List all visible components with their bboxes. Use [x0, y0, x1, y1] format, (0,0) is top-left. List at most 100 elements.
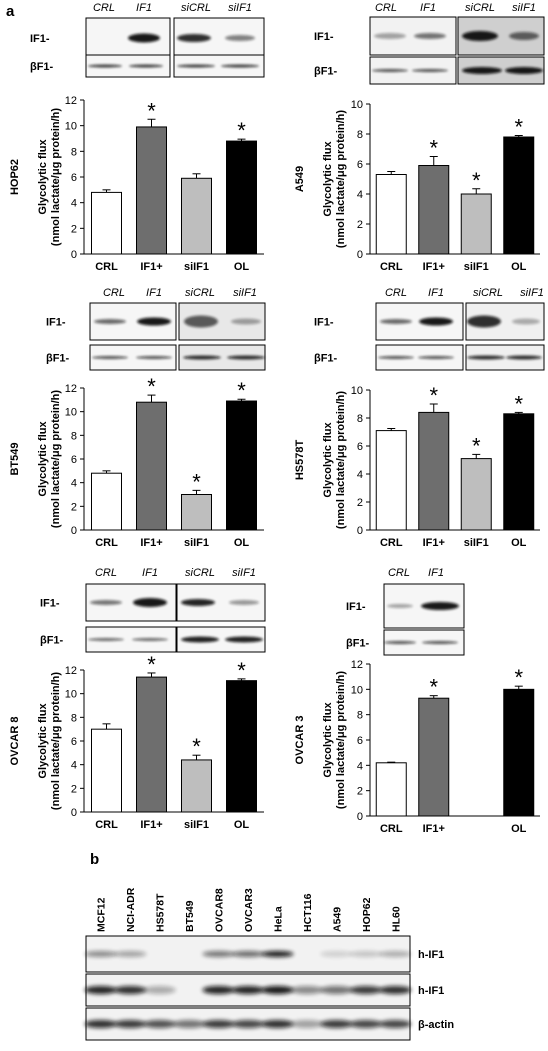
significance-star: * [429, 136, 438, 161]
bf1-band-1 [132, 638, 168, 641]
lane-label-siif1: siIF1 [233, 287, 257, 299]
significance-star: * [147, 652, 156, 677]
bf1-band-3 [505, 67, 543, 74]
significance-star: * [429, 675, 438, 700]
y-tick-label: 8 [357, 413, 363, 425]
y-tick-label: 2 [357, 786, 363, 798]
y-tick-label: 2 [71, 783, 77, 795]
band-b-2-6 [261, 1020, 294, 1028]
bf1-band-2 [183, 355, 221, 360]
category-label: siIF1 [184, 261, 209, 273]
if1-band-1 [177, 34, 211, 42]
y-axis-title: Glycolytic flux [322, 141, 334, 217]
significance-star: * [472, 168, 481, 193]
y-tick-label: 8 [357, 710, 363, 722]
bar-ol [226, 680, 257, 813]
bf1-band-0 [92, 356, 128, 359]
y-tick-label: 4 [357, 189, 363, 201]
if1-band-3 [231, 318, 261, 325]
y-tick-label: 0 [71, 807, 77, 819]
band-b-0-1 [113, 951, 147, 957]
blot-box-bf1-0 [85, 54, 171, 78]
band-b-1-2 [143, 986, 176, 994]
band-b-1-10 [379, 986, 412, 994]
y-axis-title-units: (nmol lactate/μg protein/h) [335, 110, 347, 248]
bar-ol [503, 688, 535, 817]
y-tick-label: 10 [351, 684, 363, 696]
blot-hs578t: CRL IF1 siCRL siIF1 IF1- βF1- [314, 287, 545, 371]
significance-star: * [429, 383, 438, 408]
bf1-band-1 [418, 356, 454, 359]
y-axis-title: Glycolytic flux [37, 703, 49, 779]
bar-charts: 0 2 4 6 8 10 12 * * CRL IF1+ siIF1 OL HOP62 Glycolytic… [9, 95, 540, 835]
band-b-1-8 [320, 986, 353, 994]
band-b-0-9 [349, 951, 383, 957]
band-b-0-5 [231, 951, 265, 957]
bf1-band-1 [136, 356, 172, 359]
if1-band-2 [467, 315, 501, 328]
cell-line-ovcar3: OVCAR3 [243, 888, 255, 932]
y-tick-label: 0 [357, 525, 363, 537]
band-b-2-3 [172, 1020, 206, 1028]
blot-ovcar3: CRL IF1 IF1- βF1- [346, 567, 465, 656]
row-label-if1: IF1- [314, 317, 334, 329]
y-tick-label: 12 [65, 95, 77, 107]
row-label-bf1: βF1- [30, 61, 54, 73]
if1-band-0 [380, 319, 412, 324]
bar-crl [91, 191, 122, 255]
row-label-if1: IF1- [40, 598, 60, 610]
lane-label-crl: CRL [385, 287, 407, 299]
category-label: CRL [380, 261, 403, 273]
cell-line-ovcar8: OVCAR8 [214, 888, 226, 932]
lane-label-sicrl: siCRL [185, 287, 215, 299]
y-tick-label: 8 [71, 712, 77, 724]
band-b-1-0 [84, 986, 117, 994]
cell-line-nci-adr: NCI-ADR [125, 887, 137, 932]
lane-label-siif1: siIF1 [228, 2, 252, 14]
bf1-band-3 [221, 64, 259, 68]
y-tick-label: 0 [71, 249, 77, 261]
cell-line-hl60: HL60 [390, 906, 402, 932]
band-b-2-5 [231, 1020, 265, 1028]
bf1-band-3 [225, 636, 263, 643]
y-axis-title-units: (nmol lactate/μg protein/h) [335, 671, 347, 809]
category-label: OL [511, 261, 527, 273]
bar-siif1 [181, 177, 212, 255]
bf1-band-2 [462, 67, 502, 74]
if1-band-0 [94, 319, 126, 324]
band-b-2-9 [349, 1020, 383, 1028]
bf1-band-2 [467, 355, 505, 360]
y-label-group: HS578T Glycolytic flux (nmol lactate/μg pr… [294, 391, 347, 529]
cell-line-mcf12: MCF12 [96, 897, 108, 932]
if1-band-1 [133, 598, 167, 607]
y-tick-label: 10 [65, 689, 77, 701]
if1-band-2 [181, 599, 215, 606]
row-label-if1: IF1- [30, 33, 50, 45]
y-axis-title: Glycolytic flux [37, 139, 49, 215]
if1-band-0 [90, 600, 122, 605]
lane-label-if1: IF1 [142, 567, 158, 579]
row-label-b-2: β-actin [418, 1019, 454, 1031]
band-b-1-1 [113, 986, 147, 994]
significance-star: * [472, 433, 481, 458]
if1-band-1 [421, 602, 459, 610]
category-label: siIF1 [184, 819, 209, 831]
significance-star: * [237, 658, 246, 683]
bar-siif1 [460, 193, 492, 255]
y-tick-label: 6 [357, 441, 363, 453]
if1-band-2 [225, 35, 255, 41]
y-tick-label: 10 [65, 121, 77, 133]
if1-band-3 [229, 600, 259, 605]
y-axis-title: Glycolytic flux [322, 422, 334, 498]
category-label: CRL [95, 537, 118, 549]
cell-line-label: HS578T [294, 440, 306, 481]
blot-box-bf1-1 [173, 54, 265, 78]
lane-label-siif1: siIF1 [520, 287, 544, 299]
y-tick-label: 8 [71, 146, 77, 158]
category-label: CRL [380, 823, 403, 835]
if1-band-1 [137, 317, 171, 326]
western-blots-a: CRL IF1 siCRL siIF1 IF1- βF1- CRL IF1 siCRL siIF1… [30, 2, 545, 656]
y-label-group: OVCAR 8 Glycolytic flux (nmol lactate/μg p… [9, 672, 62, 810]
y-tick-label: 2 [357, 497, 363, 509]
bar-if1+ [136, 401, 167, 531]
